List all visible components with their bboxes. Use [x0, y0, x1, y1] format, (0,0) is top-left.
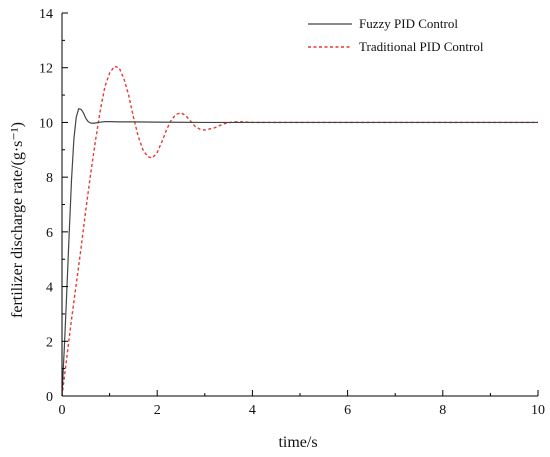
- y-tick-label: 12: [39, 62, 53, 77]
- plot-layer: [61, 65, 538, 397]
- x-tick-label: 10: [531, 403, 545, 418]
- y-tick-label: 6: [46, 226, 53, 241]
- y-tick-label: 8: [46, 171, 53, 186]
- legend: Fuzzy PID Control Traditional PID Control: [308, 16, 484, 54]
- x-axis-label: time/s: [278, 434, 317, 451]
- legend-label-traditional-pid-control: Traditional PID Control: [359, 39, 484, 54]
- x-tick-label: 6: [344, 403, 351, 418]
- x-tick-label: 0: [59, 403, 66, 418]
- y-axis-label: fertilizer discharge rate/(g·s⁻¹): [9, 122, 26, 318]
- series-line-fuzzy-pid-control: [61, 108, 538, 397]
- y-tick-label: 4: [46, 281, 53, 296]
- legend-label-fuzzy-pid-control: Fuzzy PID Control: [359, 16, 458, 31]
- x-tick-label: 2: [154, 403, 161, 418]
- y-tick-label: 14: [39, 7, 53, 22]
- x-tick-label: 4: [249, 403, 256, 418]
- y-tick-label: 10: [39, 116, 53, 131]
- y-tick-label: 2: [46, 335, 53, 350]
- series-line-traditional-pid-control: [61, 65, 538, 397]
- y-tick-label: 0: [46, 390, 53, 405]
- x-tick-label: 8: [439, 403, 446, 418]
- axes-layer: 0 2 4 6 8 10 12 14 0 2 4 6 8 10: [39, 7, 545, 418]
